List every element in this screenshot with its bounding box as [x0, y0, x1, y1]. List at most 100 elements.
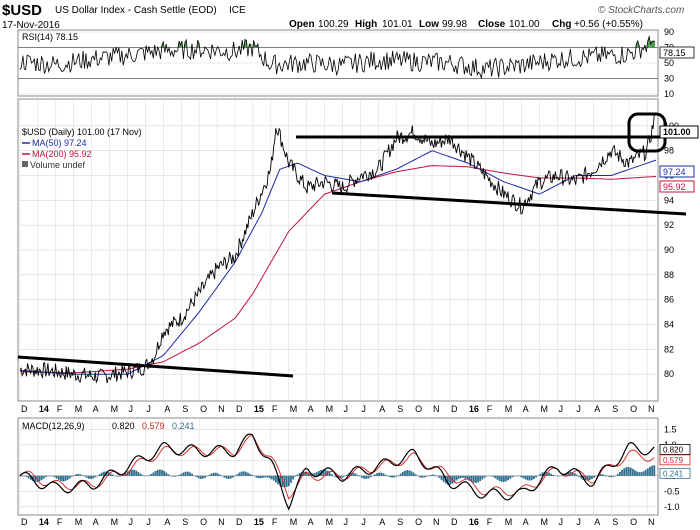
macd-histogram-bar	[343, 475, 346, 477]
macd-histogram-bar	[96, 475, 99, 477]
macd-histogram-bar	[511, 475, 514, 478]
macd-histogram-bar	[470, 475, 473, 483]
x-axis-label: S	[397, 517, 403, 527]
legend-volume: Volume undef	[30, 160, 86, 170]
macd-histogram-bar	[524, 475, 527, 480]
macd-histogram-bar	[408, 470, 411, 476]
macd-tag-box	[659, 467, 691, 479]
macd-histogram-bar	[386, 475, 389, 477]
macd-histogram-bar	[554, 475, 557, 477]
macd-histogram-bar	[318, 470, 320, 476]
macd-histogram-bar	[240, 471, 243, 476]
macd-histogram-bar	[606, 475, 608, 477]
macd-histogram-bar	[560, 475, 563, 476]
macd-histogram-bar	[477, 475, 479, 483]
macd-histogram-bar	[259, 475, 262, 479]
x-axis-label: J	[576, 517, 581, 527]
macd-histogram-bar	[464, 475, 467, 479]
macd-histogram-bar	[500, 475, 503, 482]
macd-histogram-bar	[287, 475, 290, 487]
macd-histogram-bar	[103, 471, 105, 476]
macd-histogram-bar	[150, 473, 153, 476]
macd-histogram-bar	[193, 475, 196, 476]
rsi-tick-label: 50	[664, 58, 674, 68]
x-axis-label: A	[379, 404, 385, 414]
macd-histogram-bar	[528, 475, 531, 481]
rsi-overbought-fill	[647, 36, 650, 48]
macd-histogram-bar	[601, 474, 604, 476]
chg-value: +0.56 (+0.55%)	[574, 19, 643, 30]
macd-label-prefix: MACD(12,26,9)	[22, 421, 85, 431]
high-value: 101.01	[382, 19, 413, 30]
macd-histogram-bar	[313, 473, 316, 476]
macd-histogram-bar	[225, 475, 228, 479]
macd-histogram-bar	[68, 475, 71, 479]
macd-histogram-bar	[466, 475, 469, 480]
x-axis-label: J	[343, 517, 348, 527]
x-axis-label: D	[236, 404, 243, 414]
x-axis-label: S	[182, 404, 188, 414]
macd-histogram-bar	[373, 474, 376, 476]
macd-histogram-bar	[72, 475, 75, 476]
x-axis-label: D	[451, 404, 458, 414]
macd-histogram-bar	[158, 469, 161, 476]
legend-volume-swatch	[22, 161, 28, 167]
macd-histogram-bar	[634, 470, 636, 476]
macd-histogram-bar	[305, 471, 307, 476]
x-axis-label: S	[182, 517, 188, 527]
macd-histogram-bar	[165, 472, 168, 476]
x-axis-label: N	[648, 517, 655, 527]
macd-histogram-bar	[595, 475, 598, 477]
macd-histogram-bar	[139, 473, 142, 476]
rsi-label: RSI(14) 78.15	[22, 32, 78, 42]
macd-histogram-bar	[352, 472, 355, 476]
macd-histogram-bar	[173, 475, 176, 477]
x-axis-label: A	[308, 404, 314, 414]
rsi-y-axis: 9070503010	[664, 27, 674, 99]
x-axis-label: O	[200, 517, 207, 527]
macd-histogram-bar	[152, 472, 155, 476]
x-axis-macd: D 14 F M A M J J A S O N D 15 F M A M J J A S O N D 16 F M A M J J A S O N	[21, 517, 655, 527]
x-axis-label: J	[361, 517, 366, 527]
macd-histogram-bar	[358, 475, 361, 477]
macd-histogram-bar	[541, 472, 544, 476]
macd-histogram-bar	[388, 475, 391, 478]
x-axis-label: D	[451, 517, 458, 527]
macd-histogram-bar	[51, 475, 54, 477]
macd-signal-value: 0.579	[142, 421, 165, 431]
macd-histogram-bar	[204, 475, 206, 478]
macd-histogram-bar	[161, 469, 163, 476]
high-label: High	[355, 19, 377, 30]
macd-histogram-bar	[515, 475, 518, 477]
macd-histogram-bar	[631, 468, 634, 476]
x-axis-label: A	[93, 517, 99, 527]
macd-histogram-bar	[60, 475, 62, 481]
macd-histogram-bar	[427, 475, 430, 477]
macd-histogram-bar	[154, 471, 157, 476]
macd-histogram-bar	[397, 475, 400, 476]
macd-histogram-bar	[47, 475, 49, 477]
symbol: $USD	[2, 2, 42, 19]
macd-histogram-bar	[262, 475, 264, 478]
macd-histogram-bar	[212, 472, 215, 476]
macd-histogram-bar	[57, 475, 60, 480]
macd-histogram-bar	[109, 473, 112, 476]
macd-histogram-bar	[214, 472, 217, 476]
macd-histogram-bar	[130, 469, 133, 476]
macd-histogram-bar	[64, 475, 67, 482]
x-axis-label: M	[111, 517, 119, 527]
macd-histogram-bar	[292, 475, 295, 480]
ma200-tag-box	[659, 180, 695, 193]
macd-histogram-bar	[100, 472, 103, 476]
ma50-tag: 97.24	[663, 167, 686, 177]
macd-histogram-bar	[496, 475, 499, 480]
ma50-line	[19, 150, 657, 375]
macd-histogram-bar	[640, 472, 643, 476]
x-axis-label: S	[612, 404, 618, 414]
macd-histogram-bar	[85, 475, 88, 478]
macd-histogram-bar	[369, 475, 372, 478]
macd-histogram-bar	[468, 475, 471, 481]
macd-histogram-bar	[169, 475, 172, 477]
macd-tick-label: -1.0	[664, 502, 680, 512]
